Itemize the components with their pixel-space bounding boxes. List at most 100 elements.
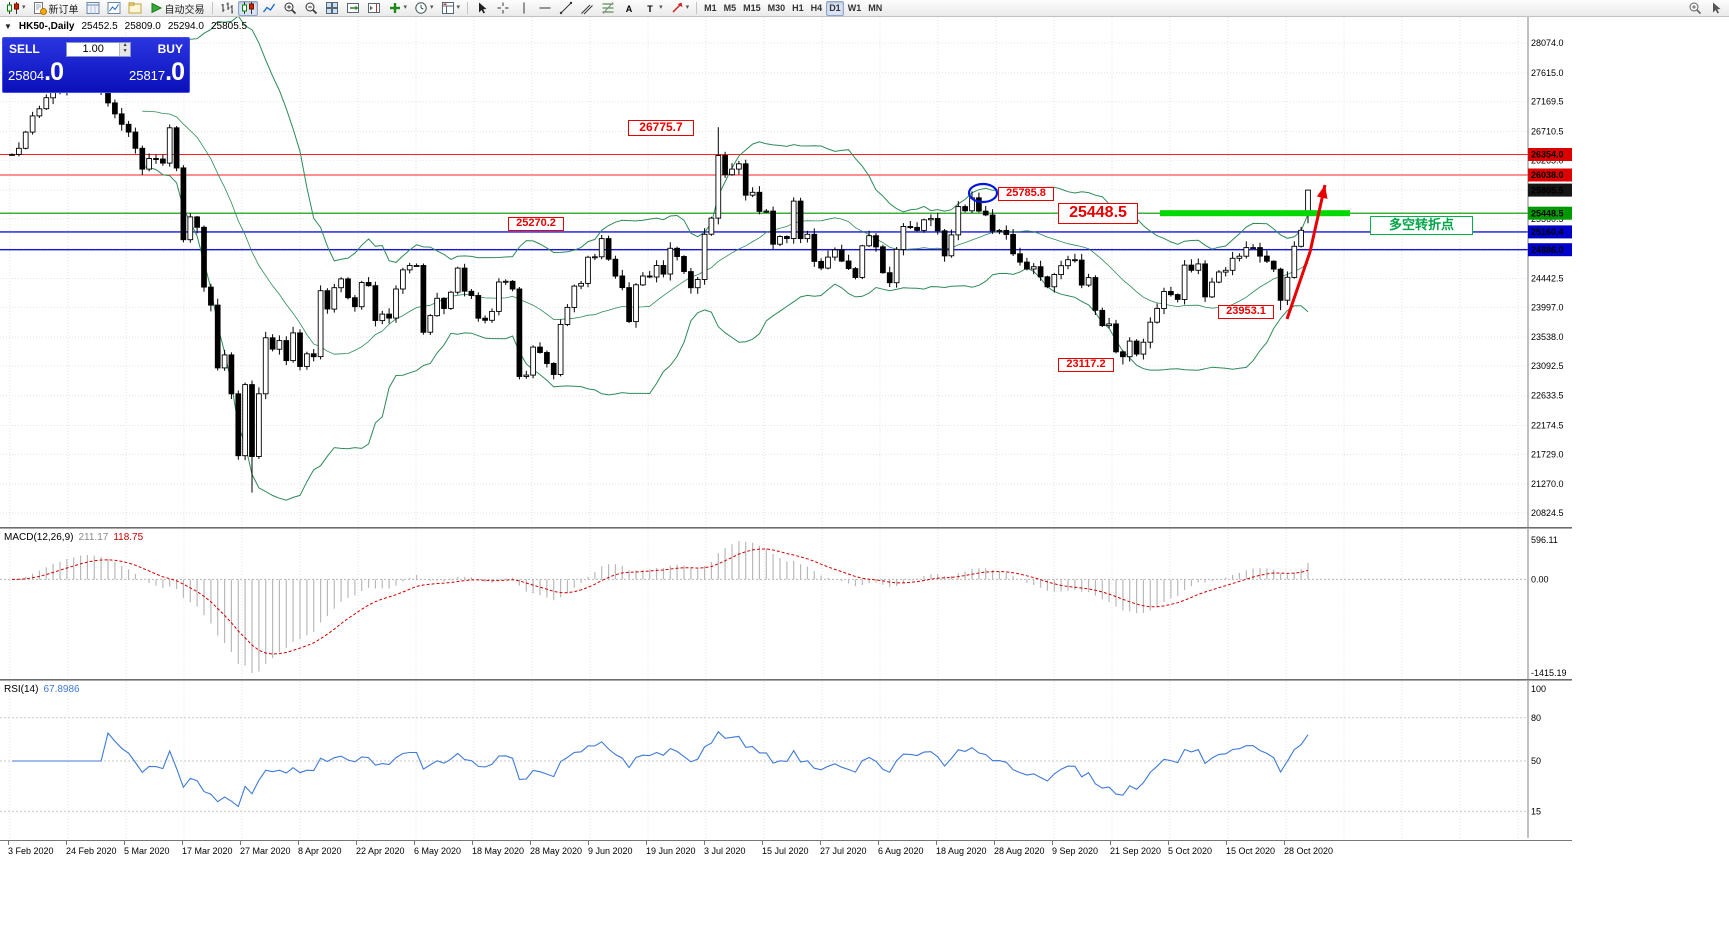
tf-mn-label: MN [868,3,883,13]
tf-m5-label: M5 [723,3,737,13]
svg-text:25448.5: 25448.5 [1531,208,1564,218]
date-label: 6 May 2020 [414,840,462,856]
date-label: 21 Sep 2020 [1110,840,1162,856]
up-arrow-annotation[interactable] [1285,184,1327,320]
toolbar-separator [467,2,469,14]
svg-text:24886.0: 24886.0 [1531,245,1564,255]
macd-histogram [18,541,1309,673]
support-highlight-bar[interactable] [1160,210,1350,217]
zoom-out[interactable] [301,1,321,16]
navigator-icon [128,1,142,15]
tf-h4[interactable]: H4 [808,1,826,16]
price-annotation[interactable]: 23953.1 [1218,305,1274,319]
line-chart[interactable] [259,1,279,16]
rsi-chart[interactable]: 100 80 50 15 [0,681,1572,838]
tf-d1[interactable]: D1 [826,0,844,16]
data-window[interactable] [104,1,124,16]
bar-chart[interactable] [217,1,237,16]
volume-input[interactable] [67,42,120,56]
text-label-icon: T [643,1,657,15]
rsi-grid [0,681,1528,838]
volume-up-icon[interactable]: ▲ [122,41,128,48]
peak-circle-annotation[interactable] [967,182,999,204]
text-label[interactable]: T ▾ [640,1,666,16]
date-label: 6 Aug 2020 [878,840,924,856]
macd-value: 211.17 [78,532,109,543]
periods[interactable]: ▾ [411,1,437,16]
tf-h1[interactable]: H1 [789,1,807,16]
vertical-line[interactable] [514,1,534,16]
date-axis[interactable]: 3 Feb 2020 24 Feb 2020 5 Mar 2020 17 Mar 20… [0,840,1572,858]
candles [9,66,1311,493]
navigator[interactable] [125,1,145,16]
candle-chart[interactable] [237,0,258,16]
volume-down-icon[interactable]: ▼ [122,48,128,54]
new-chart[interactable]: ▾ [3,1,29,16]
horizontal-line-icon [538,1,552,15]
macd-chart[interactable]: 596.11 0.00 -1415.19 [0,529,1572,679]
svg-text:24442.5: 24442.5 [1531,274,1564,284]
main-chart-panel: 28074.027615.027169.526710.526265.025805… [0,17,1572,527]
horizontal-line[interactable] [535,1,555,16]
crosshair[interactable] [493,1,513,16]
turning-point-annotation[interactable]: 多空转折点 [1370,216,1473,235]
main-chart[interactable]: 28074.027615.027169.526710.526265.025805… [0,17,1572,527]
auto-trading[interactable]: 自动交易 [146,1,208,16]
toolbar-cursor-icon [1709,1,1723,15]
indicators-list[interactable]: ▾ [385,1,411,16]
auto-trading-icon [149,1,163,15]
date-label: 22 Apr 2020 [356,840,405,856]
equidistant-channel[interactable] [577,1,597,16]
tf-m5[interactable]: M5 [721,1,740,16]
tile-windows[interactable] [322,1,342,16]
svg-text:28074.0: 28074.0 [1531,38,1564,48]
buy-button[interactable]: BUY [157,42,183,56]
auto-scroll[interactable] [343,1,363,16]
panel-splitter[interactable] [0,527,1572,529]
svg-text:26710.5: 26710.5 [1531,126,1564,136]
new-order[interactable]: 新订单 [30,1,82,16]
arrow-tools[interactable]: ▾ [667,1,693,16]
date-label: 3 Feb 2020 [8,840,54,856]
one-click-collapse-icon[interactable]: ▼ [4,22,12,31]
sell-button[interactable]: SELL [9,42,40,56]
tf-m1[interactable]: M1 [701,1,720,16]
chart-shift[interactable] [364,1,384,16]
candle-chart-icon [241,1,255,15]
text[interactable]: A [619,1,639,16]
date-label: 5 Mar 2020 [124,840,170,856]
tf-w1[interactable]: W1 [845,1,865,16]
tf-m30[interactable]: M30 [765,1,789,16]
templates-icon [441,1,455,15]
price-axis[interactable]: 28074.027615.027169.526710.526265.025805… [1527,17,1572,527]
tf-mn[interactable]: MN [865,1,885,16]
tf-m1-label: M1 [704,3,717,13]
new-chart-icon [6,1,20,15]
toolbar-zoom[interactable] [1685,1,1705,16]
date-label: 28 May 2020 [530,840,583,856]
price-annotation[interactable]: 23117.2 [1058,358,1114,372]
price-annotation[interactable]: 25448.5 [1058,203,1138,224]
svg-text:22174.5: 22174.5 [1531,421,1564,431]
ohlc-close: 25805.5 [210,21,248,32]
svg-text:23997.0: 23997.0 [1531,302,1564,312]
cursor[interactable] [472,1,492,16]
macd-axis[interactable]: 596.11 0.00 -1415.19 [1527,529,1572,679]
panel-splitter[interactable] [0,679,1572,681]
price-annotation[interactable]: 26775.7 [628,120,694,136]
templates[interactable]: ▾ [438,1,464,16]
bar-chart-icon [220,1,234,15]
macd-panel: 596.11 0.00 -1415.19 MACD(12,26,9) 211.17 … [0,529,1572,679]
trendline[interactable] [556,1,576,16]
zoom-in[interactable] [280,1,300,16]
tf-m15[interactable]: M15 [740,1,764,16]
rsi-axis[interactable]: 100 80 50 15 [1527,681,1572,838]
caret-down-icon: ▾ [403,4,408,11]
svg-text:25160.4: 25160.4 [1531,227,1564,237]
price-annotation[interactable]: 25785.8 [998,187,1054,201]
toolbar-cursor[interactable] [1706,1,1726,16]
price-annotation[interactable]: 25270.2 [508,217,564,231]
fibonacci-retracement[interactable] [598,1,618,16]
text-icon: A [622,1,636,15]
market-watch[interactable] [83,1,103,16]
